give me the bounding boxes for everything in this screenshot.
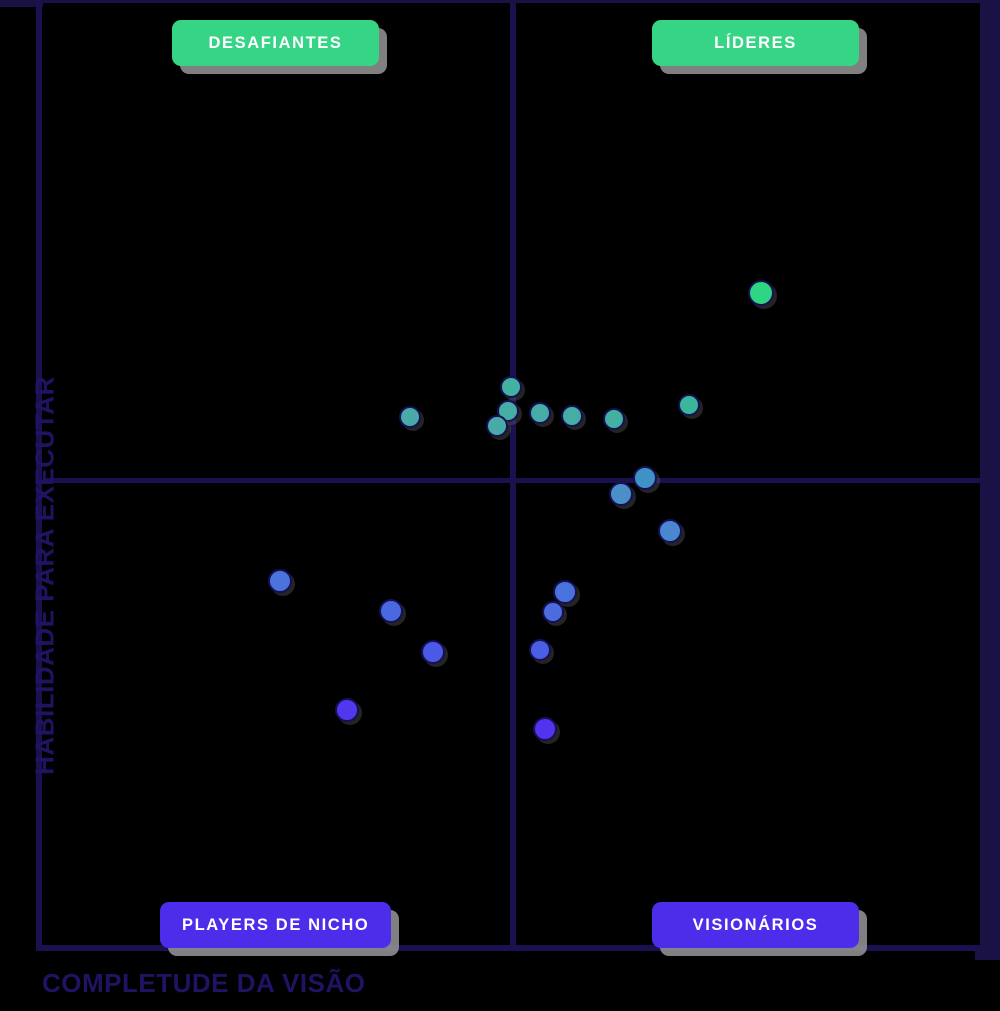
data-point[interactable] (420, 639, 445, 664)
x-axis-title: COMPLETUDE DA VISÃO (42, 968, 366, 998)
quadrant-label-visionaries: VISIONÁRIOS (652, 902, 859, 948)
data-point[interactable] (334, 698, 359, 723)
data-point[interactable] (528, 638, 551, 661)
data-point[interactable] (533, 716, 558, 741)
quadrant-label-leaders: LÍDERES (652, 20, 859, 66)
data-point[interactable] (633, 465, 658, 490)
quadrant-divider-horizontal (43, 478, 980, 483)
data-point[interactable] (602, 408, 625, 431)
y-axis-title-wrapper: HABILIDADE PARA EXECUTAR (0, 376, 445, 775)
data-point[interactable] (499, 376, 522, 399)
data-point[interactable] (677, 394, 700, 417)
data-point[interactable] (378, 598, 403, 623)
data-point[interactable] (268, 568, 293, 593)
data-point[interactable] (747, 279, 774, 306)
y-axis-line (36, 0, 42, 951)
y-axis-title: HABILIDADE PARA EXECUTAR (29, 376, 60, 775)
data-point[interactable] (528, 401, 551, 424)
data-point[interactable] (561, 405, 584, 428)
quadrant-divider-vertical (510, 3, 516, 947)
quadrant-label-challengers: DESAFIANTES (172, 20, 379, 66)
data-point[interactable] (552, 580, 577, 605)
x-axis-line (36, 945, 980, 951)
data-point[interactable] (609, 481, 634, 506)
data-point[interactable] (399, 406, 422, 429)
data-point[interactable] (541, 600, 564, 623)
data-point[interactable] (657, 518, 682, 543)
data-point[interactable] (486, 414, 509, 437)
quadrant-label-niche-players: PLAYERS DE NICHO (160, 902, 392, 948)
